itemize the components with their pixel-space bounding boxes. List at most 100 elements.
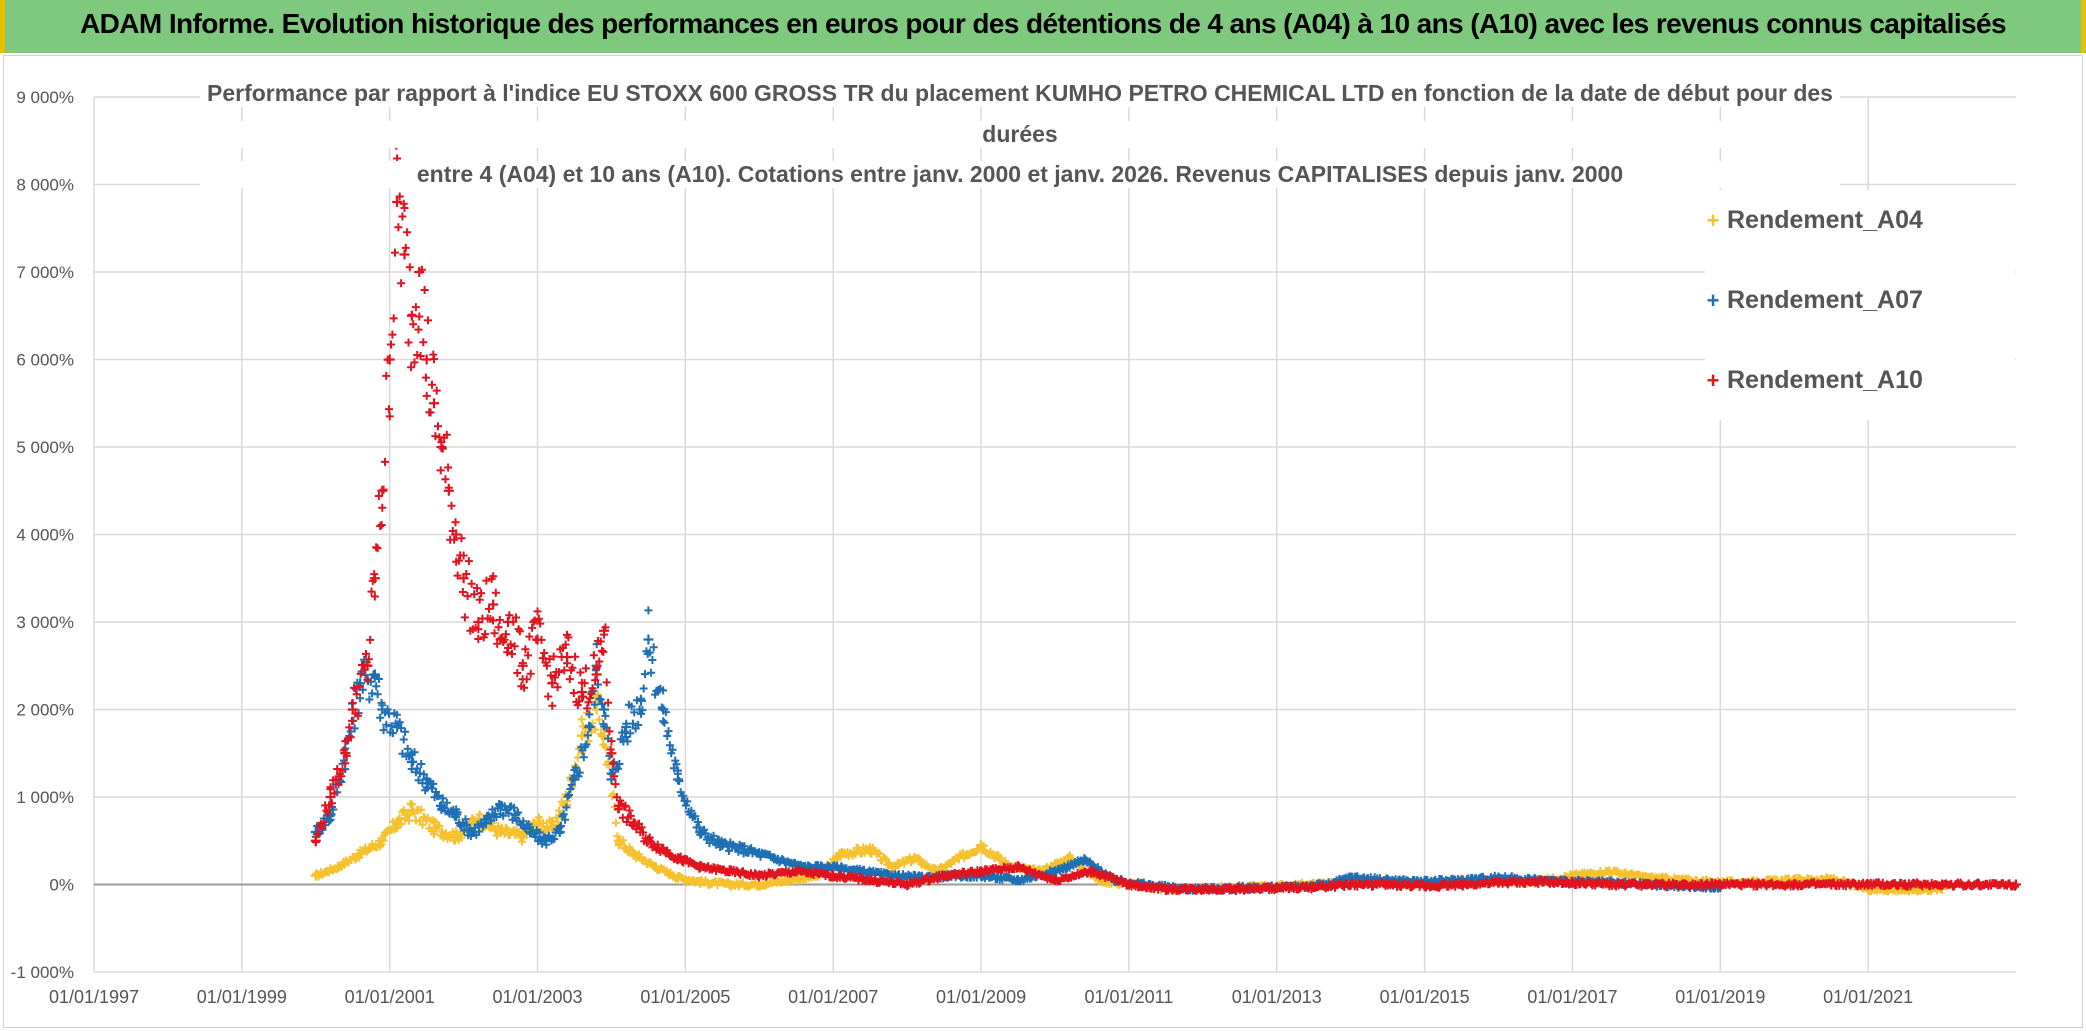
x-tick-label: 01/01/2003 — [492, 987, 582, 1007]
data-point — [628, 818, 639, 829]
data-point — [488, 599, 499, 610]
legend-label-a07: Rendement_A07 — [1727, 286, 1923, 314]
data-point — [643, 835, 654, 846]
data-point — [857, 866, 868, 877]
data-point — [443, 485, 454, 496]
data-point — [1123, 879, 1134, 890]
data-point — [1937, 879, 1948, 890]
data-point — [1641, 879, 1652, 890]
data-point — [783, 875, 794, 886]
data-point — [1604, 879, 1615, 890]
data-point — [310, 835, 321, 846]
chart-title-line-3: entre 4 (A04) et 10 ans (A10). Cotations… — [200, 161, 1840, 188]
legend-marker-a04: + — [1706, 208, 1720, 233]
data-point — [828, 870, 839, 881]
data-point — [672, 872, 683, 883]
data-point — [495, 634, 506, 645]
data-point — [539, 835, 550, 846]
data-point — [887, 862, 898, 872]
series-rendement-a10 — [310, 141, 2021, 895]
chart-frame — [3, 55, 2083, 1028]
data-point — [406, 757, 417, 767]
x-tick-label: 01/01/2015 — [1380, 987, 1470, 1007]
y-tick-label: 7 000% — [16, 263, 74, 282]
data-point — [1345, 879, 1356, 890]
data-point — [1308, 882, 1319, 893]
x-tick-label: 01/01/2017 — [1527, 987, 1617, 1007]
data-point — [1900, 879, 1911, 890]
data-point — [392, 818, 403, 829]
data-point — [466, 827, 477, 837]
data-point — [717, 840, 728, 851]
data-series — [310, 141, 2021, 896]
data-point — [429, 822, 440, 833]
y-tick-label: 3 000% — [16, 613, 74, 632]
data-point — [1530, 876, 1541, 887]
x-axis-tick-labels: 01/01/1997 01/01/1999 01/01/2001 01/01/2003… — [49, 987, 1913, 1007]
data-point — [525, 827, 536, 837]
data-point — [939, 870, 950, 881]
legend-label-a04: Rendement_A04 — [1727, 206, 1923, 234]
data-point — [399, 249, 410, 260]
data-point — [377, 704, 388, 715]
y-tick-label: 2 000% — [16, 701, 74, 720]
data-point — [325, 792, 336, 802]
legend-marker-a10: + — [1706, 368, 1720, 393]
data-point — [613, 800, 624, 811]
data-point — [976, 866, 987, 877]
data-point — [606, 748, 617, 759]
data-point — [1197, 883, 1208, 894]
data-point — [547, 678, 558, 689]
data-point — [569, 774, 580, 785]
data-point — [1419, 881, 1430, 892]
data-point — [909, 853, 920, 864]
data-point — [451, 831, 462, 842]
data-point — [347, 704, 358, 715]
data-point — [384, 354, 395, 365]
data-point — [532, 634, 543, 645]
x-tick-label: 01/01/2007 — [788, 987, 878, 1007]
y-axis-tick-labels: -1 000% 0% 1 000% 2 000% 3 000% 4 000% 5 000% 6… — [11, 88, 74, 982]
chart-title-line-2: durées — [200, 121, 1840, 148]
data-point — [369, 669, 380, 680]
data-point — [392, 722, 403, 732]
y-tick-label: 5 000% — [16, 438, 74, 457]
data-point — [1826, 879, 1837, 890]
data-point — [414, 267, 425, 277]
data-point — [865, 844, 876, 855]
data-point — [1678, 879, 1689, 890]
data-point — [554, 827, 565, 837]
data-point — [502, 617, 513, 627]
data-point — [769, 853, 780, 864]
report-header-bar: ADAM Informe. Evolution historique des p… — [0, 0, 2086, 53]
data-point — [672, 853, 683, 864]
data-point — [451, 529, 462, 540]
legend-marker-a07: + — [1706, 288, 1720, 313]
x-tick-label: 01/01/2013 — [1232, 987, 1322, 1007]
data-point — [643, 634, 654, 645]
y-tick-label: 8 000% — [16, 176, 74, 195]
y-tick-label: 9 000% — [16, 88, 74, 107]
y-tick-label: 6 000% — [16, 351, 74, 370]
data-point — [421, 774, 432, 785]
data-point — [621, 722, 632, 732]
data-point — [1013, 862, 1024, 872]
data-point — [1382, 879, 1393, 890]
report-title: ADAM Informe. Evolution historique des p… — [80, 8, 2006, 39]
data-point — [658, 844, 669, 855]
data-point — [658, 704, 669, 715]
data-point — [1013, 875, 1024, 886]
data-point — [429, 398, 440, 409]
data-point — [1456, 879, 1467, 890]
data-point — [1715, 879, 1726, 890]
data-point — [591, 669, 602, 680]
data-point — [406, 310, 417, 321]
data-point — [1160, 883, 1171, 894]
data-point — [517, 660, 528, 671]
data-point — [421, 354, 432, 365]
data-point — [584, 722, 595, 732]
data-point — [1079, 855, 1090, 865]
x-tick-label: 01/01/2001 — [345, 987, 435, 1007]
data-point — [865, 875, 876, 886]
